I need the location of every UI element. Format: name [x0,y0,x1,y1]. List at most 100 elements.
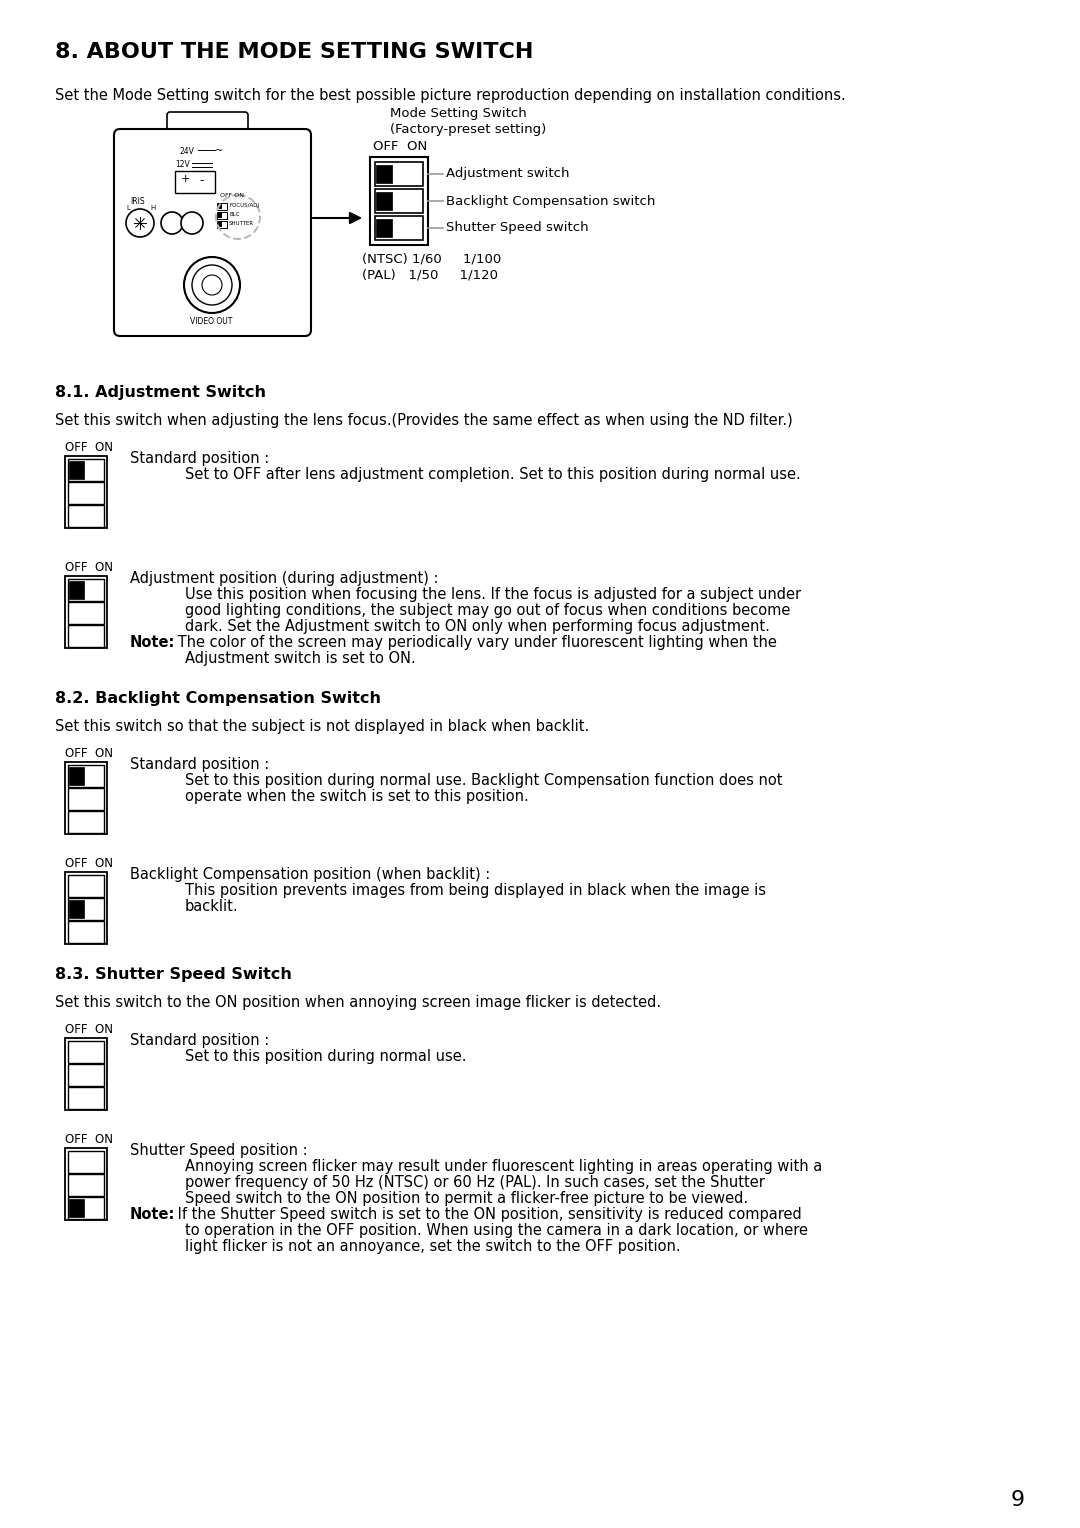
Bar [376,193,392,209]
Bar [69,461,84,478]
Text: Set to OFF after lens adjustment completion. Set to this position during normal : Set to OFF after lens adjustment complet… [185,468,800,481]
Bar [68,458,104,481]
Text: Backlight Compensation position (when backlit) :: Backlight Compensation position (when ba… [130,866,490,882]
Text: Annoying screen flicker may result under fluorescent lighting in areas operating: Annoying screen flicker may result under… [185,1160,822,1174]
Text: Adjustment switch is set to ON.: Adjustment switch is set to ON. [185,651,416,666]
Text: VIDEO OUT: VIDEO OUT [190,316,232,325]
Bar [68,504,104,527]
Bar [69,900,84,918]
Bar [68,625,104,646]
Text: (NTSC) 1/60     1/100: (NTSC) 1/60 1/100 [362,254,501,266]
Bar [68,1041,104,1063]
Text: Standard position :: Standard position : [130,1033,269,1048]
Bar [68,898,104,920]
Text: Note:: Note: [130,1207,175,1222]
Text: (Factory-preset setting): (Factory-preset setting) [390,122,546,136]
Text: good lighting conditions, the subject may go out of focus when conditions become: good lighting conditions, the subject ma… [185,604,791,617]
Text: OFF  ON: OFF ON [65,857,113,869]
Text: 8. ABOUT THE MODE SETTING SWITCH: 8. ABOUT THE MODE SETTING SWITCH [55,41,534,63]
Bar [65,762,107,834]
Text: OFF  ON: OFF ON [65,442,113,454]
Text: SHUTTER: SHUTTER [229,222,254,226]
Text: OFF  ON: OFF ON [65,1132,113,1146]
Text: This position prevents images from being displayed in black when the image is: This position prevents images from being… [185,883,766,898]
Bar [68,579,104,601]
Circle shape [192,264,232,306]
Text: H: H [150,205,156,211]
Text: to operation in the OFF position. When using the camera in a dark location, or w: to operation in the OFF position. When u… [185,1222,808,1238]
Bar [68,1063,104,1086]
Bar [68,481,104,504]
Text: -: - [199,174,203,186]
Text: Standard position :: Standard position : [130,756,269,772]
Bar [68,1196,104,1219]
Text: Note:: Note: [130,636,175,649]
Text: BLC: BLC [229,212,240,217]
Text: Standard position :: Standard position : [130,451,269,466]
Text: 8.3. Shutter Speed Switch: 8.3. Shutter Speed Switch [55,967,292,983]
Text: backlit.: backlit. [185,898,239,914]
Text: L: L [126,205,130,211]
Text: +: + [181,174,190,183]
Bar [375,189,423,212]
Bar [68,811,104,833]
Text: 24V: 24V [180,147,194,156]
Text: IRIS: IRIS [130,197,145,206]
Bar [65,576,107,648]
Text: Adjustment position (during adjustment) :: Adjustment position (during adjustment) … [130,571,438,587]
Bar [218,222,222,228]
Text: Shutter Speed switch: Shutter Speed switch [446,222,589,234]
Text: ~: ~ [215,147,224,156]
Text: OFF ON: OFF ON [220,193,244,199]
Bar [69,1199,84,1216]
Bar [69,581,84,599]
Bar [376,219,392,237]
Bar [65,455,107,529]
Text: OFF  ON: OFF ON [373,141,428,153]
Bar [218,212,222,219]
Text: Shutter Speed position :: Shutter Speed position : [130,1143,308,1158]
Bar [376,165,392,183]
FancyBboxPatch shape [114,128,311,336]
Text: (PAL)   1/50     1/120: (PAL) 1/50 1/120 [362,269,498,283]
Bar [68,1174,104,1196]
Circle shape [126,209,154,237]
Text: 12V: 12V [175,160,190,170]
Text: 8.2. Backlight Compensation Switch: 8.2. Backlight Compensation Switch [55,691,381,706]
Text: Use this position when focusing the lens. If the focus is adjusted for a subject: Use this position when focusing the lens… [185,587,801,602]
Bar [68,788,104,810]
Text: OFF  ON: OFF ON [65,561,113,575]
Bar [68,1151,104,1174]
Bar [217,212,227,219]
Bar [68,876,104,897]
FancyBboxPatch shape [167,112,248,144]
Circle shape [184,257,240,313]
Text: If the Shutter Speed switch is set to the ON position, sensitivity is reduced co: If the Shutter Speed switch is set to th… [173,1207,801,1222]
Bar [217,203,227,209]
Text: light flicker is not an annoyance, set the switch to the OFF position.: light flicker is not an annoyance, set t… [185,1239,680,1254]
Text: Set the Mode Setting switch for the best possible picture reproduction depending: Set the Mode Setting switch for the best… [55,89,846,102]
Bar [65,872,107,944]
Bar [370,157,428,244]
Text: Set this switch so that the subject is not displayed in black when backlit.: Set this switch so that the subject is n… [55,720,590,733]
Text: power frequency of 50 Hz (NTSC) or 60 Hz (PAL). In such cases, set the Shutter: power frequency of 50 Hz (NTSC) or 60 Hz… [185,1175,765,1190]
Text: Adjustment switch: Adjustment switch [446,168,569,180]
Text: 8.1. Adjustment Switch: 8.1. Adjustment Switch [55,385,266,400]
Text: The color of the screen may periodically vary under fluorescent lighting when th: The color of the screen may periodically… [173,636,777,649]
Bar [217,222,227,228]
Text: OFF  ON: OFF ON [65,1024,113,1036]
Bar [68,1086,104,1109]
Text: Set this switch when adjusting the lens focus.(Provides the same effect as when : Set this switch when adjusting the lens … [55,413,793,428]
Bar [218,205,222,209]
Text: Mode Setting Switch: Mode Setting Switch [390,107,527,121]
Circle shape [181,212,203,234]
Circle shape [161,212,183,234]
Bar [65,1038,107,1109]
Bar [68,921,104,943]
Bar [375,162,423,186]
Bar [65,1148,107,1219]
Text: dark. Set the Adjustment switch to ON only when performing focus adjustment.: dark. Set the Adjustment switch to ON on… [185,619,770,634]
Text: 9: 9 [1011,1490,1025,1510]
Bar [69,767,84,785]
Bar [68,602,104,623]
